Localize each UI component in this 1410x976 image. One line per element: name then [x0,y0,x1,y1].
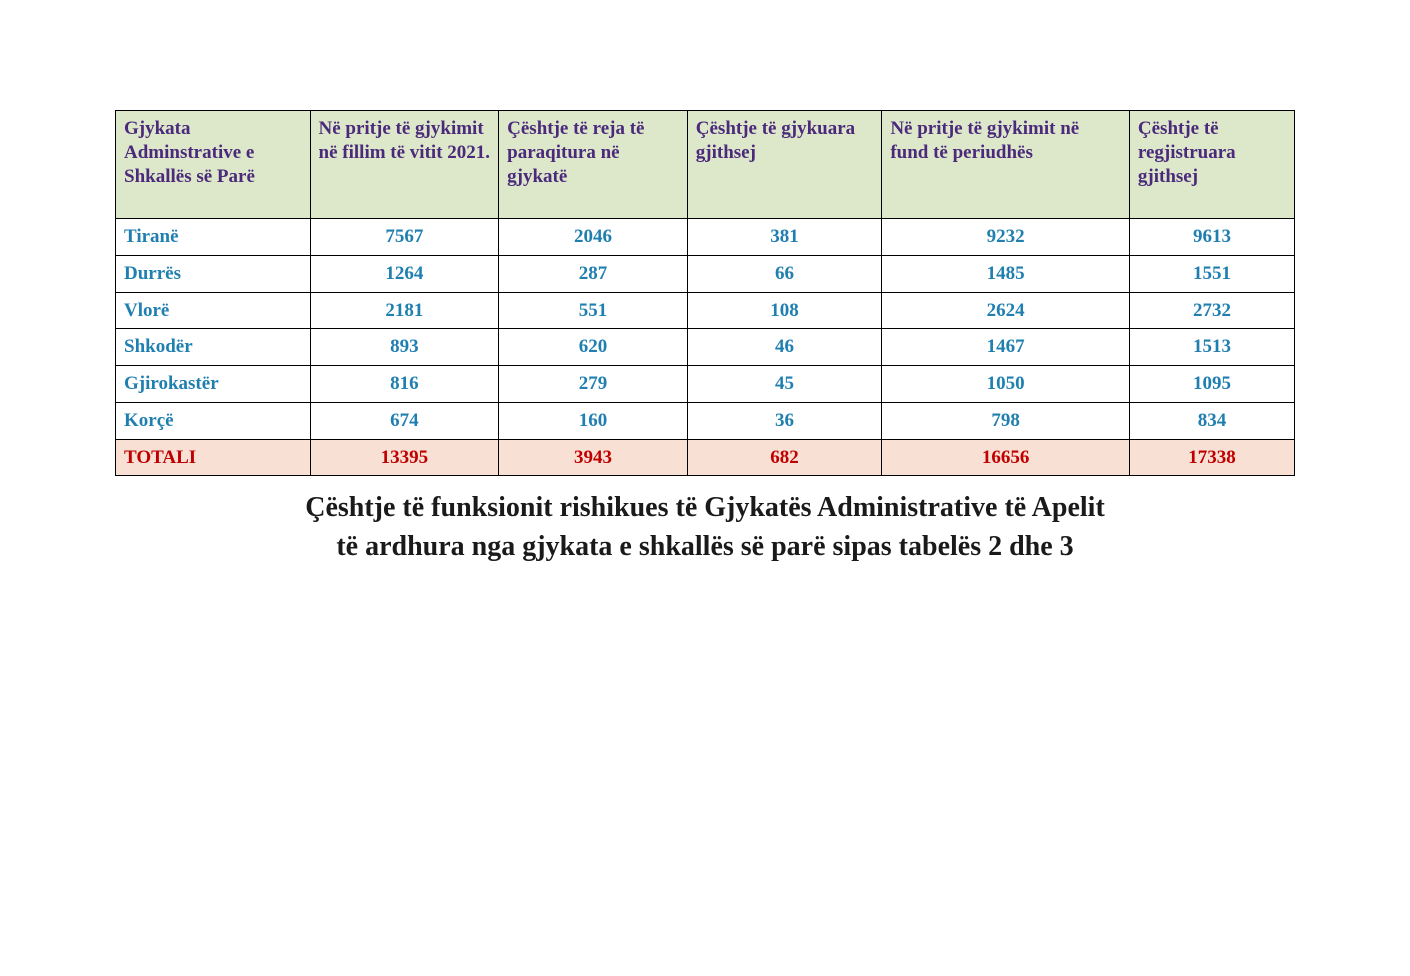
row-value-cell: 551 [499,292,688,329]
caption-line-2: të ardhura nga gjykata e shkallës së par… [115,527,1295,566]
row-value-cell: 620 [499,329,688,366]
total-value-cell: 13395 [310,439,499,476]
table-header-cell: Në pritje të gjykimit në fund të periudh… [882,111,1130,219]
row-value-cell: 893 [310,329,499,366]
page: Gjykata Adminstrative e Shkallës së Parë… [0,0,1410,567]
row-value-cell: 1264 [310,255,499,292]
row-value-cell: 46 [687,329,882,366]
table-row: Shkodër8936204614671513 [116,329,1295,366]
table-header-cell: Çështje të reja të paraqitura në gjykatë [499,111,688,219]
table-caption: Çështje të funksionit rishikues të Gjyka… [115,488,1295,566]
row-value-cell: 279 [499,366,688,403]
total-value-cell: 17338 [1129,439,1294,476]
table-row: Gjirokastër8162794510501095 [116,366,1295,403]
table-total-row: TOTALI1339539436821665617338 [116,439,1295,476]
table-row: Korçë67416036798834 [116,402,1295,439]
row-value-cell: 2624 [882,292,1130,329]
row-value-cell: 7567 [310,219,499,256]
row-name-cell: Vlorë [116,292,311,329]
row-value-cell: 2046 [499,219,688,256]
row-value-cell: 816 [310,366,499,403]
table-header-row: Gjykata Adminstrative e Shkallës së Parë… [116,111,1295,219]
table-header-cell: Në pritje të gjykimit në fillim të vitit… [310,111,499,219]
total-value-cell: 16656 [882,439,1130,476]
row-value-cell: 1050 [882,366,1130,403]
row-value-cell: 1467 [882,329,1130,366]
table-row: Tiranë7567204638192329613 [116,219,1295,256]
row-value-cell: 160 [499,402,688,439]
row-value-cell: 2732 [1129,292,1294,329]
row-value-cell: 36 [687,402,882,439]
table-row: Vlorë218155110826242732 [116,292,1295,329]
row-value-cell: 9232 [882,219,1130,256]
total-value-cell: 3943 [499,439,688,476]
row-value-cell: 45 [687,366,882,403]
row-name-cell: Korçë [116,402,311,439]
total-value-cell: 682 [687,439,882,476]
table-header: Gjykata Adminstrative e Shkallës së Parë… [116,111,1295,219]
caption-line-1: Çështje të funksionit rishikues të Gjyka… [115,488,1295,527]
row-value-cell: 381 [687,219,882,256]
row-name-cell: Shkodër [116,329,311,366]
row-name-cell: Tiranë [116,219,311,256]
row-value-cell: 1513 [1129,329,1294,366]
row-value-cell: 674 [310,402,499,439]
row-value-cell: 287 [499,255,688,292]
table-row: Durrës12642876614851551 [116,255,1295,292]
row-value-cell: 1485 [882,255,1130,292]
court-data-table: Gjykata Adminstrative e Shkallës së Parë… [115,110,1295,476]
row-value-cell: 1551 [1129,255,1294,292]
row-value-cell: 108 [687,292,882,329]
table-header-cell: Gjykata Adminstrative e Shkallës së Parë [116,111,311,219]
table-header-cell: Çështje të gjykuara gjithsej [687,111,882,219]
row-value-cell: 798 [882,402,1130,439]
row-value-cell: 834 [1129,402,1294,439]
row-name-cell: Gjirokastër [116,366,311,403]
row-name-cell: Durrës [116,255,311,292]
row-value-cell: 66 [687,255,882,292]
table-body: Tiranë7567204638192329613Durrës126428766… [116,219,1295,476]
table-header-cell: Çështje të regjistruara gjithsej [1129,111,1294,219]
row-value-cell: 1095 [1129,366,1294,403]
total-name-cell: TOTALI [116,439,311,476]
row-value-cell: 2181 [310,292,499,329]
row-value-cell: 9613 [1129,219,1294,256]
